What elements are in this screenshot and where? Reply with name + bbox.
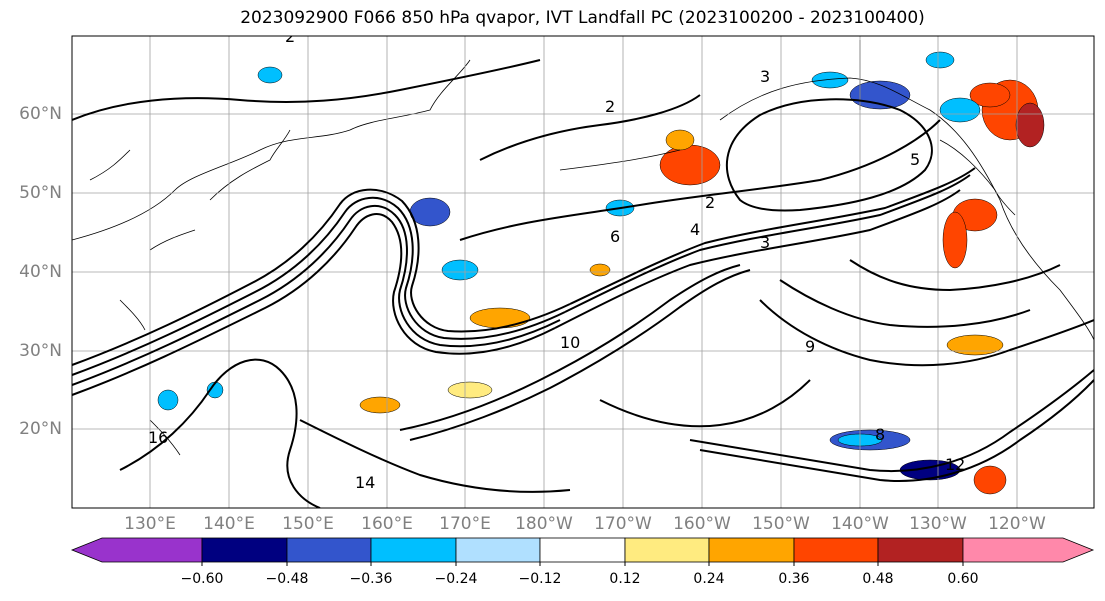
colorbar-segment [201,537,288,563]
colorbar [70,537,1095,566]
colorbar-segment [455,537,541,563]
shaded-region [942,211,968,269]
lat-label: 40°N [19,262,62,282]
lon-label: 150°E [282,514,334,534]
colorbar-segment [286,537,372,563]
contour-label: 6 [610,227,620,246]
colorbar-tick-label: 0.36 [778,571,810,587]
map-frame [71,35,1095,509]
lon-label: 130°E [124,514,176,534]
shaded-region [441,259,479,281]
colorbar-tick-label: −0.12 [518,571,562,587]
lon-label: 130°W [909,514,967,534]
lon-label: 170°E [439,514,491,534]
colorbar-tick-label: 0.48 [862,571,894,587]
contour-label: 2 [285,27,295,46]
colorbar-tick-label: 0.24 [693,571,725,587]
contour-label: 2 [705,193,715,212]
shaded-region [409,197,451,227]
contour-label: 10 [560,333,580,352]
contour-label: 5 [910,150,920,169]
shaded-region [946,334,1004,356]
shaded-region [925,51,955,69]
contour-labels: 2 2 2 3 3 4 5 6 8 9 10 12 14 16 [148,27,965,492]
colorbar-tick-label: 0.60 [947,571,979,587]
colorbar-segment [962,537,1095,563]
colorbar-tick-label: −0.48 [265,571,309,587]
lon-label: 150°W [752,514,810,534]
lat-label: 60°N [19,104,62,124]
colorbar-segment [708,537,795,563]
lon-label: 120°W [988,514,1046,534]
shaded-region [811,71,849,89]
shaded-region [969,82,1011,108]
shaded-region [447,381,493,399]
lon-label: 140°W [831,514,889,534]
contour-label: 12 [945,455,965,474]
shaded-region [1015,102,1045,148]
contour-label: 14 [355,473,375,492]
contour-lines [72,59,1094,508]
contour-label: 8 [875,425,885,444]
shaded-region [157,389,179,411]
lon-label: 170°W [594,514,652,534]
shaded-region [665,129,695,151]
colorbar-tick-label: −0.36 [349,571,393,587]
colorbar-segment [539,537,626,563]
contour-label: 3 [760,67,770,86]
lon-label: 160°W [673,514,731,534]
lat-label: 20°N [19,419,62,439]
contour-label: 16 [148,428,168,447]
colorbar-tick-label: 0.12 [609,571,641,587]
contour-label: 4 [690,220,700,239]
colorbar-segment [624,537,710,563]
lon-label: 180°W [515,514,573,534]
lon-label: 140°E [203,514,255,534]
shaded-region [973,465,1007,495]
shaded-region [589,263,611,277]
contour-label: 3 [760,233,770,252]
shaded-region [359,396,401,414]
shaded-region [469,307,531,329]
contour-label: 2 [605,97,615,116]
grid-lines [72,36,1094,508]
lon-label: 160°E [361,514,413,534]
shaded-region [659,144,721,186]
shaded-region [939,97,981,123]
colorbar-tick-label: −0.24 [434,571,478,587]
lat-label: 30°N [19,341,62,361]
contour-label: 9 [805,337,815,356]
lat-label: 50°N [19,183,62,203]
shaded-region [257,66,283,84]
map-title: 2023092900 F066 850 hPa qvapor, IVT Land… [240,8,925,28]
colorbar-tick-label: −0.60 [180,571,224,587]
colorbar-segment [370,537,457,563]
qvapor-shading [157,51,1045,495]
colorbar-segment [70,537,203,563]
colorbar-segment [877,537,964,563]
colorbar-segment [793,537,879,563]
